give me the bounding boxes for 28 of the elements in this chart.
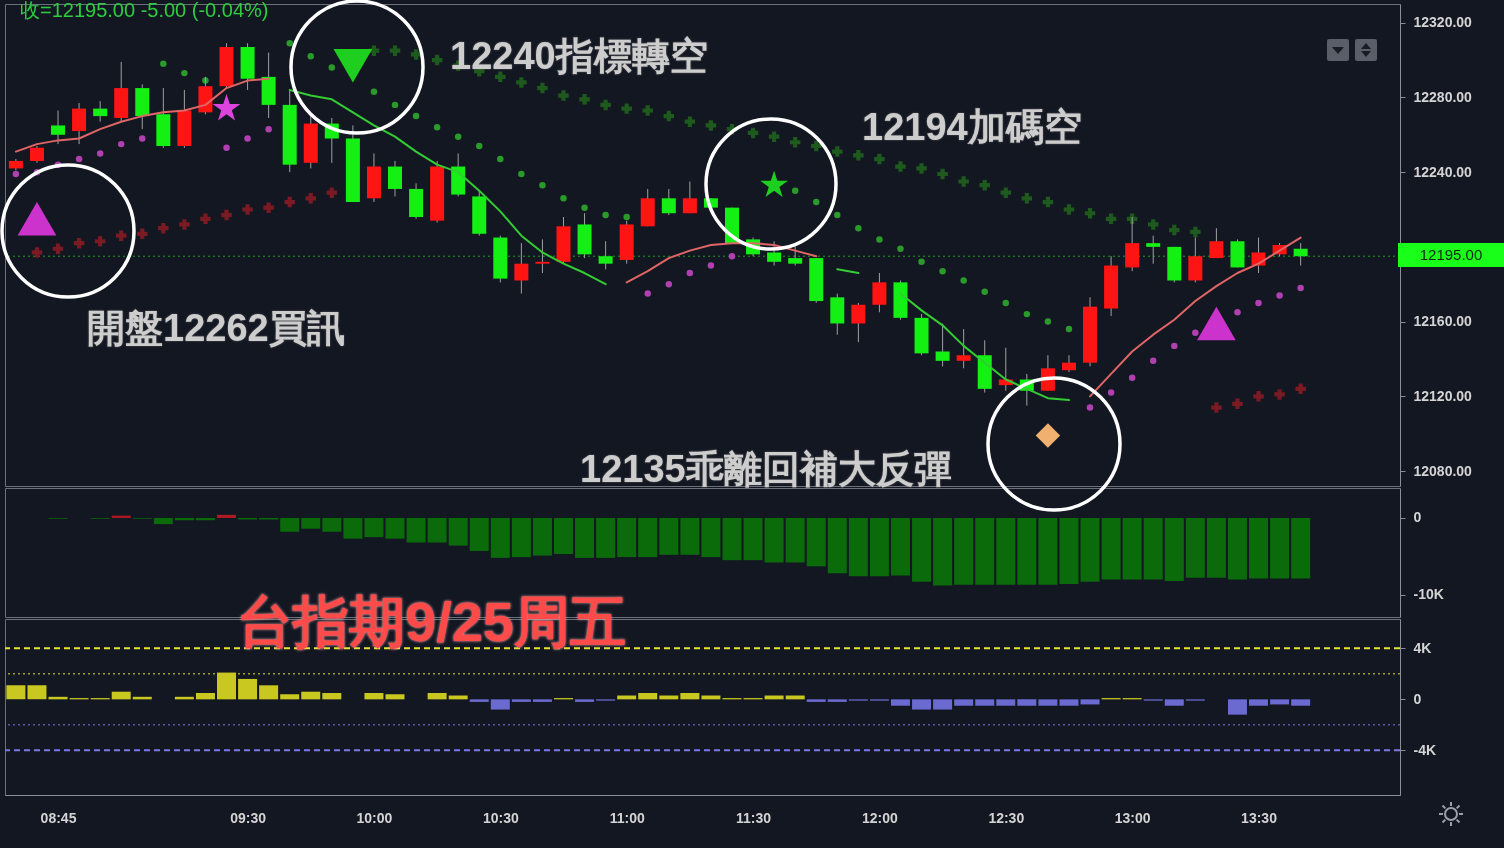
y-tick-label: 12080.00 [1413,462,1473,479]
y-tick-label: 0 [1413,509,1422,526]
y-tick-label: 4K [1413,639,1432,656]
y-tick-label: 12280.00 [1413,88,1473,105]
x-tick-label: 13:30 [1241,809,1278,826]
y-tick-label: 12240.00 [1413,163,1473,180]
y-tick-label: 12120.00 [1413,387,1473,404]
x-tick-label: 11:00 [609,809,645,826]
y-tick-label: -10K [1413,586,1444,603]
x-tick-label: 12:30 [988,809,1025,826]
x-tick-label: 11:30 [736,809,772,826]
x-tick-label: 13:00 [1114,809,1151,826]
x-tick-label: 12:00 [862,809,899,826]
ref-line-label: 12195.00 [1398,243,1504,268]
y-tick-label: 0 [1413,690,1422,707]
annotation: 12135乖離回補大反彈 [580,448,952,490]
y-tick-label: 12160.00 [1413,313,1473,330]
annotation: 台指期9/25周五 [237,590,626,653]
annotation: 12194加碼空 [862,106,1082,148]
x-tick-label: 09:30 [230,809,267,826]
y-tick-label: -4K [1413,741,1437,758]
x-tick-label: 10:30 [482,809,519,826]
x-tick-label: 08:45 [40,809,77,826]
chart-subtitle: 收=12195.00 -5.00 (-0.04%) [20,0,269,21]
x-tick-label: 10:00 [356,809,393,826]
y-tick-label: 12320.00 [1413,14,1473,31]
annotation: 12240指標轉空 [450,35,708,77]
annotation: 開盤12262買訊 [87,307,345,349]
